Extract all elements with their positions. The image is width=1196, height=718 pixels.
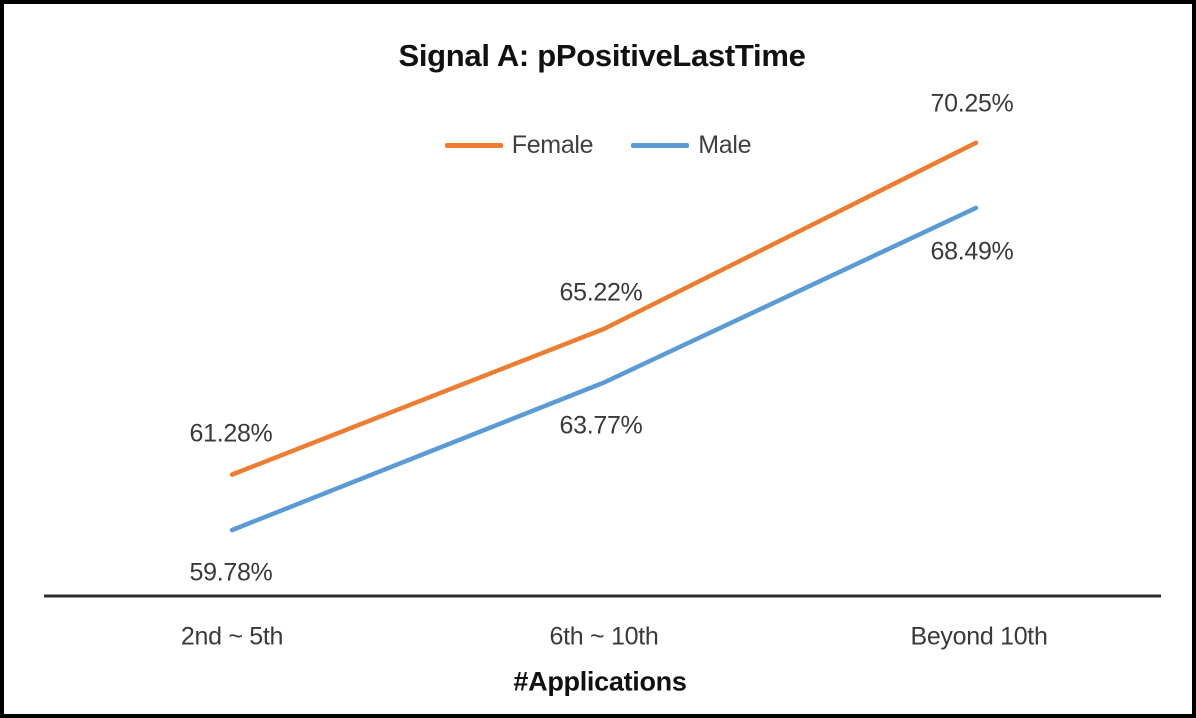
female-line-swatch-icon xyxy=(444,143,503,148)
x-tick-label-2: 6th ~ 10th xyxy=(549,622,659,651)
x-axis-title: #Applications xyxy=(513,666,687,697)
legend-item-female: Female xyxy=(444,131,594,160)
legend: Female Male xyxy=(4,131,1192,160)
plot-area xyxy=(44,140,1161,598)
male-line-swatch-icon xyxy=(631,143,690,148)
data-label-female-1: 61.28% xyxy=(189,419,273,448)
data-label-female-2: 65.22% xyxy=(559,278,643,307)
data-label-male-2: 63.77% xyxy=(559,411,643,440)
data-label-male-3: 68.49% xyxy=(930,237,1014,266)
legend-item-male: Male xyxy=(631,131,752,160)
data-label-female-3: 70.25% xyxy=(930,89,1014,118)
x-tick-label-1: 2nd ~ 5th xyxy=(180,622,284,651)
legend-label-female: Female xyxy=(511,131,594,159)
x-tick-label-3: Beyond 10th xyxy=(910,622,1048,651)
male-line xyxy=(229,205,979,533)
female-line xyxy=(229,140,979,477)
legend-label-male: Male xyxy=(698,131,752,159)
data-label-male-1: 59.78% xyxy=(189,558,273,587)
chart-title: Signal A: pPositiveLastTime xyxy=(398,38,806,73)
